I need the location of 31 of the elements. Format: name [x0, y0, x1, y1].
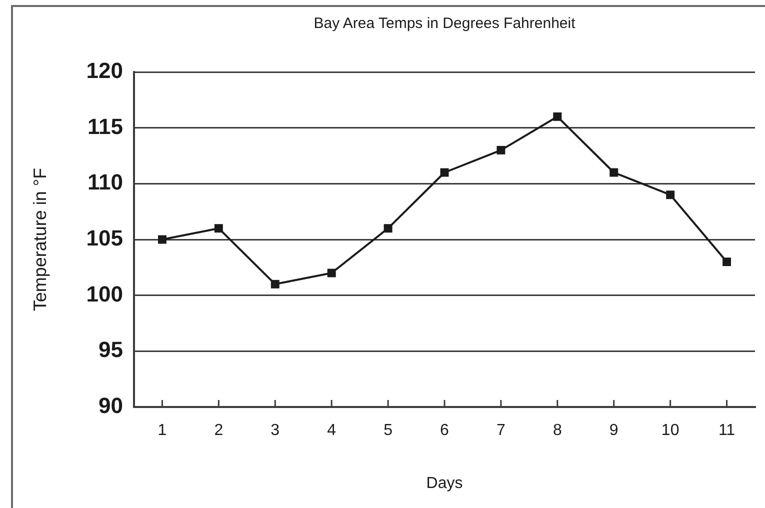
point: [496, 146, 506, 154]
y-tick-label: 95: [98, 337, 123, 362]
x-tick-label: 2: [214, 422, 224, 440]
point: [327, 268, 336, 278]
y-tick-label: 110: [88, 170, 123, 195]
point: [666, 190, 675, 200]
x-tick-label: 7: [496, 422, 506, 440]
y-tick-label: 120: [86, 58, 123, 84]
x-tick-label: 10: [661, 422, 680, 440]
x-tick-label: 8: [552, 422, 562, 440]
y-tick-label: 115: [88, 114, 123, 139]
y-tick-label: 90: [98, 393, 123, 418]
x-tick-label: 11: [718, 422, 736, 440]
chart-title: Bay Area Temps in Degrees Fahrenheit: [312, 15, 576, 33]
x-tick-label: 3: [270, 422, 280, 440]
point: [270, 280, 280, 288]
point: [214, 224, 223, 233]
x-tick-label: 6: [440, 422, 450, 440]
point: [722, 258, 732, 266]
x-tick-label: 9: [609, 422, 618, 440]
x-axis-title: Days: [426, 474, 463, 492]
y-tick-label: 105: [86, 226, 123, 251]
y-tick-label: 100: [86, 281, 123, 306]
x-tick-label: 4: [327, 422, 336, 440]
point: [610, 168, 618, 177]
point: [158, 235, 166, 244]
point: [384, 224, 392, 233]
y-axis-title: Temperature in °F: [30, 168, 50, 312]
point: [553, 112, 562, 121]
x-tick-label: 1: [158, 422, 167, 440]
x-tick-label: 5: [384, 422, 393, 440]
